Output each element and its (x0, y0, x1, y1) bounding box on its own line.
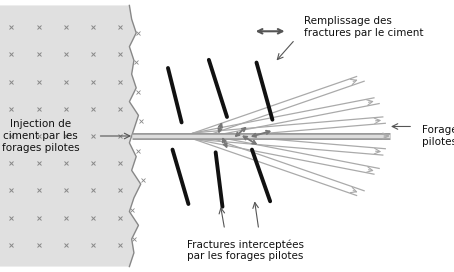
Text: Fractures interceptées
par les forages pilotes: Fractures interceptées par les forages p… (187, 239, 304, 261)
Text: Injection de
ciment par les
forages pilotes: Injection de ciment par les forages pilo… (2, 119, 79, 153)
Polygon shape (0, 5, 141, 267)
Text: Forages
pilotes: Forages pilotes (422, 125, 454, 147)
Text: Remplissage des
fractures par le ciment: Remplissage des fractures par le ciment (304, 16, 424, 38)
